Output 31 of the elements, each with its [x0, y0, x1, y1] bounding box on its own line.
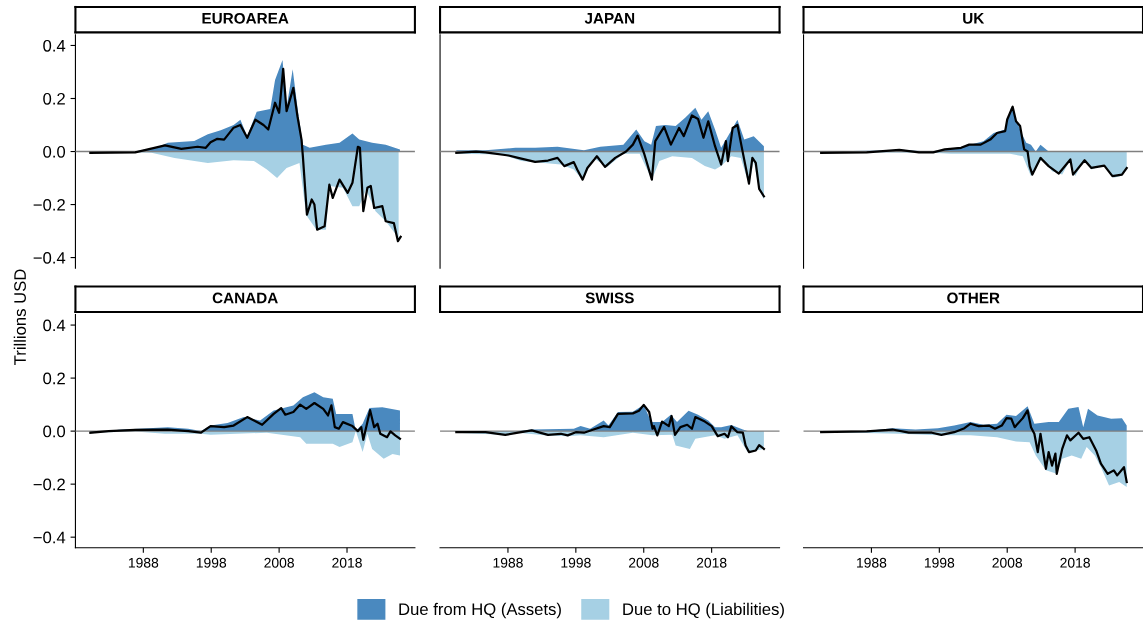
y-tick-label: −0.4 — [33, 531, 66, 544]
y-tick-label: −0.2 — [33, 478, 65, 491]
x-tick-label: 2018 — [332, 557, 362, 568]
y-tick-label: 0.0 — [43, 425, 66, 438]
x-tick-label: 1988 — [857, 557, 887, 568]
y-tick-label: −0.2 — [33, 198, 65, 211]
x-tick-label: 2008 — [264, 557, 294, 568]
y-tick-label: 0.2 — [43, 372, 65, 385]
x-tick-label: 2018 — [696, 557, 727, 568]
y-tick-label: 0.4 — [43, 39, 66, 52]
legend-label: Due to HQ (Liabilities) — [623, 602, 784, 619]
x-tick-label: 1998 — [561, 557, 591, 568]
y-tick-label: 0.4 — [43, 319, 66, 332]
chart-title: CANADA — [212, 292, 278, 304]
y-tick-label: −0.4 — [33, 251, 66, 264]
chart-title: UK — [963, 13, 985, 24]
x-tick-label: 2008 — [992, 557, 1023, 568]
y-tick-label: 0.0 — [43, 145, 66, 158]
y-tick-label: 0.2 — [43, 92, 65, 105]
chart-title: SWISS — [585, 292, 634, 304]
x-tick-label: 2018 — [1060, 557, 1090, 568]
x-tick-label: 1988 — [493, 557, 523, 568]
chart-title: EUROAREA — [202, 12, 289, 24]
legend-label: Due from HQ (Assets) — [399, 602, 561, 619]
chart-title: OTHER — [947, 292, 1000, 304]
x-tick-label: 2008 — [628, 557, 659, 568]
x-tick-label: 1998 — [924, 557, 955, 568]
x-tick-label: 1988 — [128, 557, 159, 568]
y-axis-title: Trillions USD — [13, 269, 26, 365]
chart-title: JAPAN — [584, 13, 635, 24]
x-tick-label: 1998 — [196, 557, 227, 568]
